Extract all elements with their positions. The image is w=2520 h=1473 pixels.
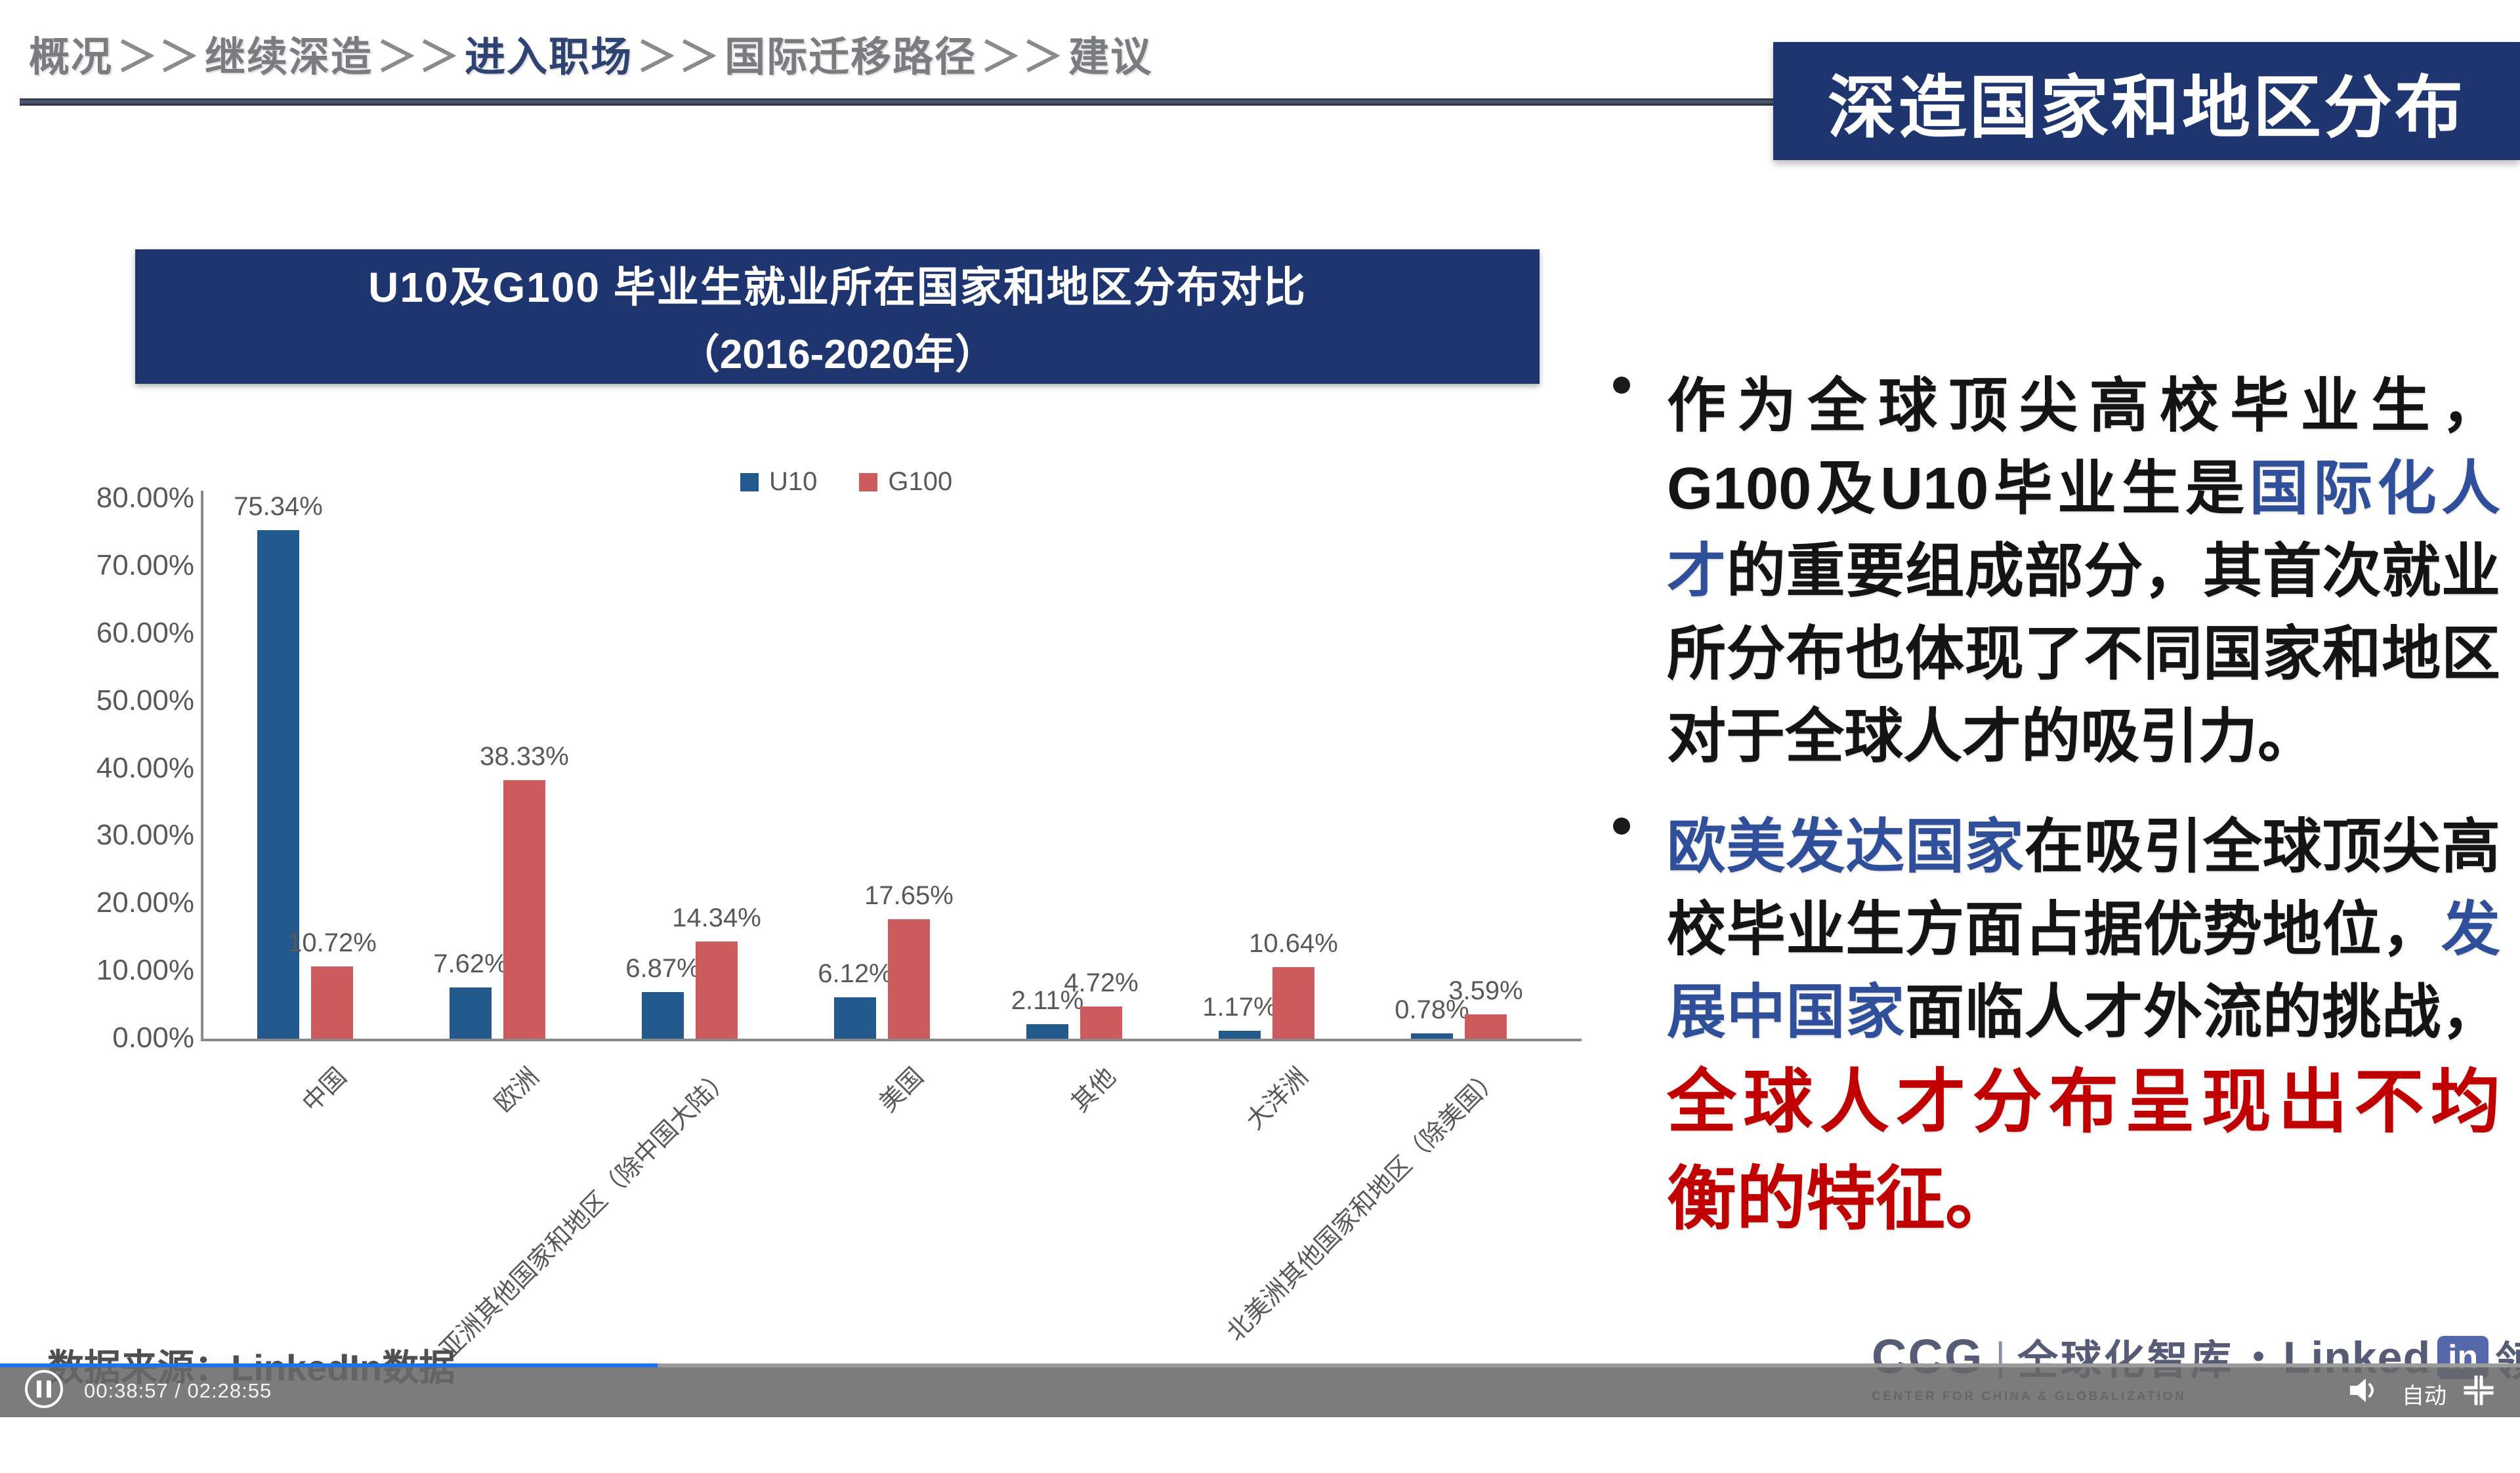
text-segment-normal: 面临人才外流的挑战， [1905, 980, 2501, 1045]
bar-value-label: 4.72% [1064, 968, 1139, 998]
y-axis-tick-label: 20.00% [96, 886, 194, 919]
fullscreen-icon[interactable] [2464, 1375, 2494, 1405]
breadcrumb-item-5: 建议 [1068, 35, 1153, 80]
legend-swatch-icon [740, 472, 759, 491]
text-segment-red: 全球人才分布呈现出不均衡的特征。 [1667, 1064, 2500, 1239]
breadcrumb: 概况＞＞继续深造＞＞进入职场＞＞国际迁移路径＞＞建议 [29, 24, 1152, 83]
legend-item-u10: U10 [740, 467, 817, 497]
text-segment-blue: 国际化人才 [1667, 456, 2500, 604]
legend-label: G100 [888, 467, 953, 496]
breadcrumb-separator: ＞＞ [117, 35, 201, 80]
breadcrumb-separator: ＞＞ [377, 35, 461, 80]
chart-title-banner: U10及G100 毕业生就业所在国家和地区分布对比 （2016-2020年） [135, 249, 1540, 384]
bar-g100-1 [311, 966, 353, 1039]
bar-g100-5 [1080, 1006, 1122, 1039]
bar-value-label: 10.64% [1249, 928, 1338, 958]
chart-title-line1: U10及G100 毕业生就业所在国家和地区分布对比 [368, 263, 1307, 311]
bar-u10-1 [257, 529, 299, 1039]
chart-title-line2: （2016-2020年） [679, 331, 996, 377]
breadcrumb-item-4: 国际迁移路径 [724, 35, 977, 80]
bullet-list: 作为全球顶尖高校毕业生，G100及U10毕业生是国际化人才的重要组成部分，其首次… [1608, 365, 2520, 1276]
bar-g100-4 [888, 919, 930, 1039]
legend-item-g100: G100 [859, 467, 952, 497]
y-axis-tick-label: 30.00% [96, 819, 194, 852]
text-segment-blue: 发展中国家 [1667, 897, 2500, 1045]
quality-auto-button[interactable]: 自动 [2402, 1384, 2446, 1409]
y-axis-line [201, 491, 203, 1041]
bar-value-label: 7.62% [433, 949, 508, 978]
bar-u10-2 [450, 987, 492, 1039]
y-axis-tick-label: 60.00% [96, 616, 194, 649]
bar-g100-3 [696, 942, 738, 1039]
bullet-dot-icon [1613, 818, 1630, 835]
text-segment-blue: 欧美发达国家 [1667, 814, 2025, 880]
bar-g100-7 [1465, 1014, 1507, 1039]
bar-value-label: 0.78% [1395, 995, 1469, 1024]
bullet-text: 作为全球顶尖高校毕业生，G100及U10毕业生是国际化人才的重要组成部分，其首次… [1667, 365, 2500, 778]
y-axis-tick-label: 80.00% [96, 482, 194, 514]
bullet-text: 欧美发达国家在吸引全球顶尖高校毕业生方面占据优势地位，发展中国家面临人才外流的挑… [1667, 806, 2500, 1249]
bar-u10-6 [1219, 1030, 1261, 1039]
bar-value-label: 17.65% [864, 881, 954, 911]
time-display: 00:38:57 / 02:28:55 [84, 1379, 272, 1402]
y-axis-tick-label: 40.00% [96, 751, 194, 784]
video-progress-fill [0, 1363, 658, 1367]
bar-value-label: 75.34% [234, 491, 323, 521]
video-progress-track[interactable] [0, 1363, 2520, 1367]
pause-icon [37, 1380, 41, 1398]
bar-value-label: 10.72% [287, 928, 377, 957]
pause-button[interactable] [25, 1370, 63, 1408]
y-axis-tick-label: 0.00% [112, 1022, 194, 1054]
breadcrumb-item-3: 进入职场 [465, 35, 633, 80]
text-segment-normal: 在吸引全球顶尖高校毕业生方面占据优势地位， [1667, 814, 2501, 963]
bar-value-label: 2.11% [1011, 986, 1084, 1016]
legend-swatch-icon [859, 472, 878, 491]
breadcrumb-divider-line [20, 98, 1773, 106]
bar-u10-5 [1026, 1024, 1068, 1039]
chart-legend: U10 G100 [740, 467, 952, 497]
legend-label: U10 [769, 467, 818, 496]
bar-value-label: 14.34% [672, 903, 761, 933]
bar-u10-4 [834, 997, 876, 1039]
bar-g100-2 [503, 779, 545, 1039]
text-segment-normal: 的重要组成部分，其首次就业所分布也体现了不同国家和地区对于全球人才的吸引力。 [1667, 539, 2501, 770]
y-axis-tick-label: 70.00% [96, 549, 194, 581]
bar-u10-7 [1411, 1033, 1453, 1039]
text-segment-normal: 作为全球顶尖高校毕业生，G100及U10毕业生是 [1667, 373, 2500, 522]
breadcrumb-item-2: 继续深造 [205, 35, 373, 80]
bullet-dot-icon [1613, 377, 1630, 394]
x-axis-line [201, 1039, 1582, 1041]
bar-g100-6 [1272, 966, 1314, 1039]
video-player-control-bar: 00:38:57 / 02:28:55 自动 [0, 1363, 2520, 1417]
breadcrumb-separator: ＞＞ [637, 35, 721, 80]
bullet-item-1: 作为全球顶尖高校毕业生，G100及U10毕业生是国际化人才的重要组成部分，其首次… [1608, 365, 2520, 778]
page-title-box: 深造国家和地区分布 [1773, 42, 2520, 160]
bar-value-label: 6.12% [818, 959, 892, 989]
bar-value-label: 3.59% [1448, 976, 1523, 1006]
volume-icon[interactable] [2348, 1377, 2378, 1404]
page-title: 深造国家和地区分布 [1827, 70, 2466, 146]
bar-value-label: 1.17% [1202, 992, 1277, 1022]
breadcrumb-separator: ＞＞ [980, 35, 1065, 80]
breadcrumb-item-1: 概况 [29, 35, 114, 80]
bar-value-label: 6.87% [625, 954, 700, 984]
bullet-item-2: 欧美发达国家在吸引全球顶尖高校毕业生方面占据优势地位，发展中国家面临人才外流的挑… [1608, 806, 2520, 1249]
bar-value-label: 38.33% [480, 741, 569, 771]
y-axis-tick-label: 10.00% [96, 954, 194, 987]
y-axis-tick-label: 50.00% [96, 684, 194, 716]
bar-u10-3 [642, 992, 684, 1039]
